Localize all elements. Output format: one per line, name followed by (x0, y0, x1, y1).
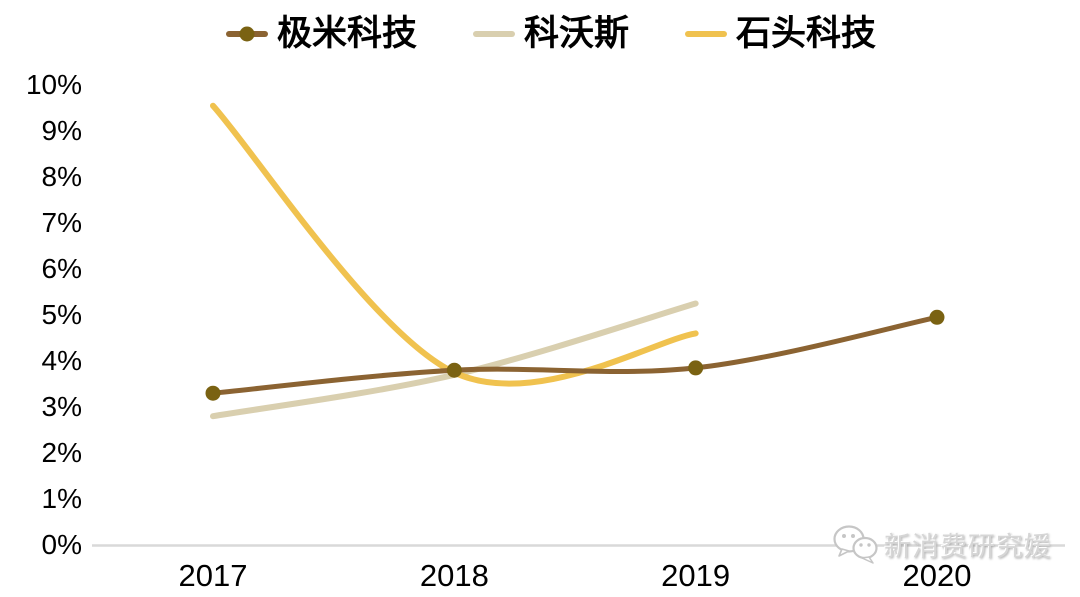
x-tick-label: 2017 (178, 558, 248, 593)
data-point-marker (929, 309, 945, 325)
y-tick-label: 6% (41, 253, 82, 284)
series-line-0 (210, 314, 940, 396)
y-tick-label: 10% (25, 69, 82, 100)
legend-swatch-icon (226, 26, 268, 42)
wechat-chat-bubbles-icon (833, 525, 878, 564)
x-tick-label: 2020 (902, 558, 972, 593)
y-tick-label: 8% (41, 161, 82, 192)
watermark: 新消费研究媛 (831, 522, 1052, 566)
y-tick-label: 1% (41, 483, 82, 514)
y-tick-label: 9% (41, 115, 82, 146)
data-point-marker (446, 362, 462, 378)
y-tick-label: 4% (41, 345, 82, 376)
legend-item-2: 石头科技 (685, 12, 876, 56)
y-tick-label: 2% (41, 437, 82, 468)
y-tick-label: 0% (41, 529, 82, 560)
legend-label: 极米科技 (277, 14, 418, 53)
x-tick-label: 2019 (661, 558, 731, 593)
legend-item-0: 极米科技 (226, 12, 417, 56)
y-tick-label: 5% (41, 299, 82, 330)
legend-label: 石头科技 (736, 14, 877, 53)
data-point-marker (205, 385, 221, 401)
legend-marker-dot-icon (239, 26, 255, 42)
legend-swatch-icon (473, 31, 516, 37)
legend-swatch-icon (685, 31, 728, 37)
y-tick-label: 7% (41, 207, 82, 238)
series-line-2 (210, 102, 699, 387)
data-point-marker (688, 360, 704, 376)
legend-item-1: 科沃斯 (473, 12, 629, 56)
x-tick-label: 2018 (419, 558, 489, 593)
legend-label: 科沃斯 (524, 14, 630, 53)
chart-legend: 极米科技 科沃斯 石头科技 (226, 12, 876, 56)
watermark-text: 新消费研究媛 (884, 531, 1052, 562)
y-tick-label: 3% (41, 391, 82, 422)
